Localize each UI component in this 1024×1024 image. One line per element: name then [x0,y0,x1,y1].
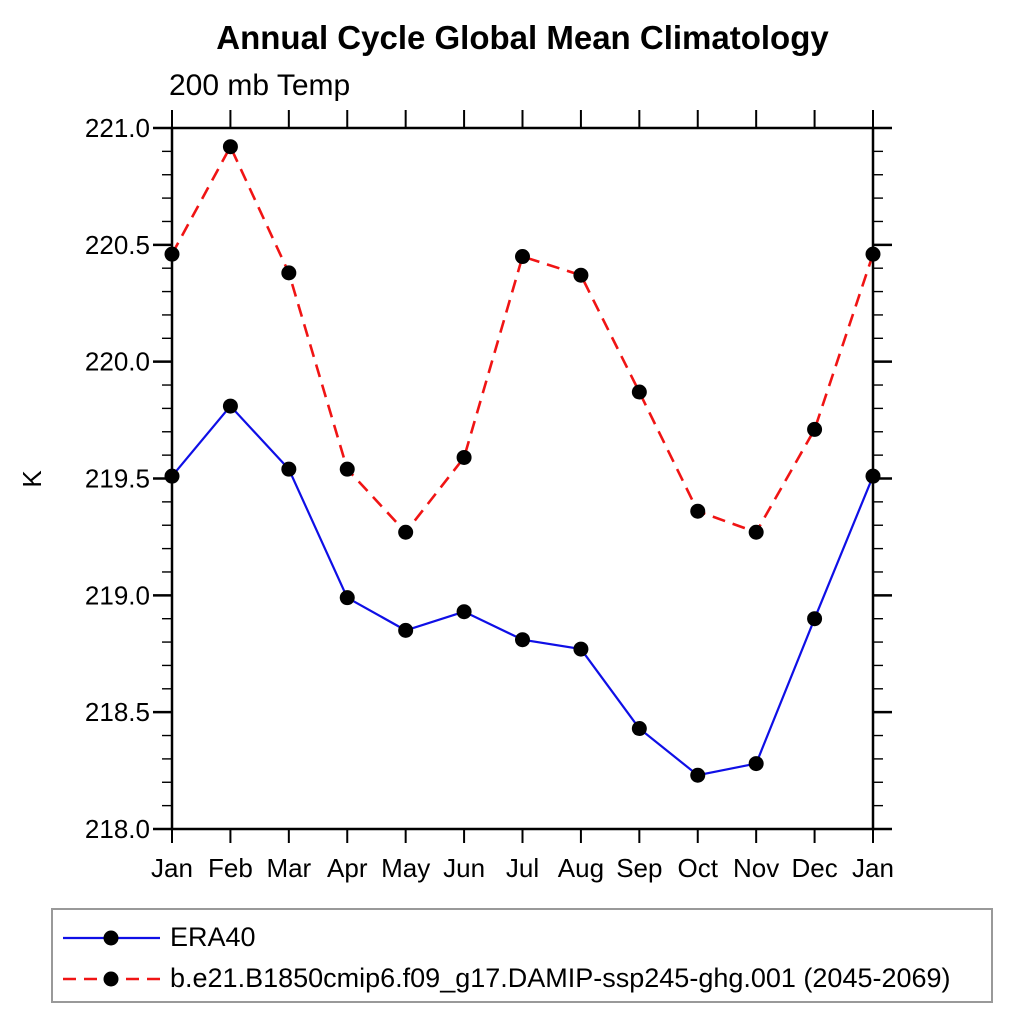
legend-line-sample-dashed [63,971,160,986]
y-tick-label: 219.5 [85,464,150,494]
x-tick-label: Jan [151,853,193,883]
x-axis: Jan Feb Mar Apr May Jun Jul Aug Sep Oct Nov Dec Jan [151,110,894,883]
y-tick-label: 219.0 [85,580,150,610]
y-tick-label: 218.0 [85,814,150,844]
series-line-1 [170,143,875,535]
y-tick-label: 218.5 [85,697,150,727]
chart-title: Annual Cycle Global Mean Climatology [216,19,829,56]
plot-frame [170,126,875,831]
legend-item-damip: b.e21.B1850cmip6.f09_g17.DAMIP-ssp245-gh… [58,958,991,999]
legend-line-sample-solid [63,930,160,945]
x-tick-label: Jun [443,853,485,883]
series-line-0 [171,404,875,777]
y-tick-label: 220.0 [85,347,150,377]
x-tick-label: Aug [558,853,604,883]
y-axis: 218.0 218.5 219.0 219.5 220.0 220.5 221.0 [85,113,892,844]
x-tick-label: Sep [616,853,662,883]
x-tick-label: Apr [327,853,368,883]
chart-subtitle: 200 mb Temp [169,69,351,102]
series-markers-1 [164,139,881,540]
y-axis-title: K [17,470,47,488]
legend: ERA40 b.e21.B1850cmip6.f09_g17.DAMIP-ssp… [51,908,993,1003]
x-tick-label: May [381,853,430,883]
legend-label-era40: ERA40 [170,922,256,952]
x-tick-label: Nov [733,853,779,883]
y-tick-label: 221.0 [85,113,150,143]
x-tick-label: Jan [852,853,894,883]
legend-label-damip: b.e21.B1850cmip6.f09_g17.DAMIP-ssp245-gh… [170,963,951,993]
x-tick-label: Mar [266,853,311,883]
x-tick-label: Feb [208,853,253,883]
legend-item-era40: ERA40 [58,917,991,958]
x-tick-label: Jul [506,853,539,883]
x-tick-label: Oct [678,853,719,883]
x-tick-label: Dec [791,853,837,883]
y-tick-label: 220.5 [85,230,150,260]
series-markers-0 [164,398,881,783]
